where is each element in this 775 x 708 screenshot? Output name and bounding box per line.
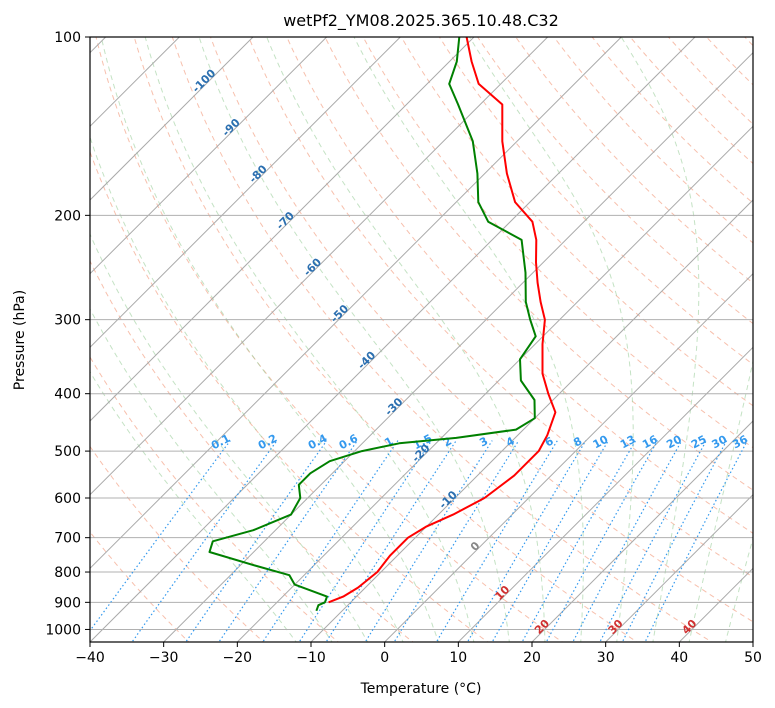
moist-adiabat-line — [266, 37, 546, 642]
isotherm-grid — [90, 37, 753, 642]
mixing-ratio-label: 16 — [640, 433, 660, 452]
mixing-ratio-label: 20 — [664, 433, 684, 452]
axes: −40 −30 −20 −10 0 10 20 30 40 50 1000 900 800 700 600 5… — [45, 30, 762, 666]
isotherm-line — [90, 37, 549, 496]
mixing-ratio-line — [599, 440, 707, 642]
isotherm-line — [457, 346, 753, 642]
plot-area: 0.1 0.2 0.4 0.6 1 1.5 2 3 4 6 8 10 13 16 20 25 30 36 -100… — [90, 37, 753, 642]
x-tick-label: 20 — [523, 650, 541, 666]
mixing-ratio-line — [393, 440, 520, 642]
mixing-ratio-line — [545, 440, 659, 642]
isotherm-line — [90, 37, 401, 349]
mixing-ratio-line — [521, 440, 637, 642]
mixing-ratio-line — [325, 440, 457, 642]
mixing-ratio-lines: 0.1 0.2 0.4 0.6 1 1.5 2 3 4 6 8 10 13 16 20 25 30 36 — [90, 432, 750, 642]
isotherm-line — [605, 493, 753, 642]
profiles — [208, 37, 557, 612]
moist-adiabat-line — [620, 37, 700, 642]
isotherm-line — [236, 125, 753, 642]
y-tick-label: 300 — [54, 313, 81, 329]
y-tick-label: 1000 — [45, 622, 81, 638]
moist-adiabat-line — [144, 37, 475, 642]
chart-title: wetPf2_YM08.2025.365.10.48.C32 — [283, 11, 559, 31]
mixing-ratio-line — [262, 440, 399, 642]
y-tick-label: 500 — [54, 444, 81, 460]
isotherm-line — [163, 51, 753, 642]
y-tick-label: 100 — [54, 30, 81, 46]
mixing-ratio-line — [491, 440, 609, 642]
moist-adiabat-line — [353, 37, 584, 642]
mixing-ratio-line — [572, 440, 683, 642]
mixing-ratio-label: 36 — [730, 433, 750, 452]
y-tick-label: 700 — [54, 531, 81, 547]
isotherm-line — [90, 37, 696, 642]
dry-adiabat-line — [171, 37, 713, 642]
isotherm-line — [90, 37, 475, 422]
dry-adiabat-line — [400, 37, 753, 407]
x-tick-label: 0 — [380, 650, 389, 666]
mixing-ratio-line — [621, 440, 728, 642]
y-tick-label: 600 — [54, 491, 81, 507]
x-tick-label: 50 — [744, 650, 762, 666]
isotherm-line — [90, 37, 622, 570]
y-tick-label: 400 — [54, 387, 81, 403]
dry-adiabat-line — [324, 37, 753, 491]
isotherm-line — [90, 37, 254, 201]
mixing-ratio-line — [435, 440, 558, 642]
x-tick-label: 10 — [449, 650, 467, 666]
profile-line — [208, 37, 537, 612]
mixing-ratio-label: 10 — [591, 433, 611, 452]
isotherm-line — [310, 199, 753, 642]
pressure-grid — [90, 37, 753, 630]
x-axis-title: Temperature (°C) — [360, 681, 482, 697]
plot-frame — [89, 36, 754, 643]
dry-adiabat-line — [209, 37, 753, 623]
x-tick-label: 30 — [597, 650, 615, 666]
isotherm-line — [90, 37, 328, 275]
mixing-ratio-label: 25 — [689, 433, 709, 452]
mixing-ratio-line — [364, 440, 493, 642]
x-tick-label: −30 — [149, 650, 179, 666]
mixing-ratio-label: 13 — [618, 433, 638, 452]
y-tick-label: 900 — [54, 595, 81, 611]
y-tick-label: 800 — [54, 565, 81, 581]
mixing-ratio-line — [466, 440, 587, 642]
mixing-ratio-line — [131, 440, 278, 642]
x-tick-label: −10 — [296, 650, 326, 666]
moist-adiabat-line — [469, 37, 634, 642]
x-tick-label: 40 — [670, 650, 688, 666]
x-tick-label: −40 — [75, 650, 105, 666]
moist-adiabat-line — [90, 370, 297, 642]
dry-adiabat-line — [248, 37, 753, 578]
x-tick-label: −20 — [223, 650, 253, 666]
y-axis-title: Pressure (hPa) — [12, 290, 28, 390]
mixing-ratio-line — [298, 440, 432, 642]
dry-adiabat-line — [90, 150, 489, 642]
dry-adiabat-line — [286, 37, 753, 534]
isotherm-line — [531, 420, 753, 642]
isotherm-line — [384, 272, 753, 642]
y-tick-label: 200 — [54, 208, 81, 224]
profile-line — [328, 37, 557, 604]
mixing-ratio-label: 30 — [710, 433, 730, 452]
